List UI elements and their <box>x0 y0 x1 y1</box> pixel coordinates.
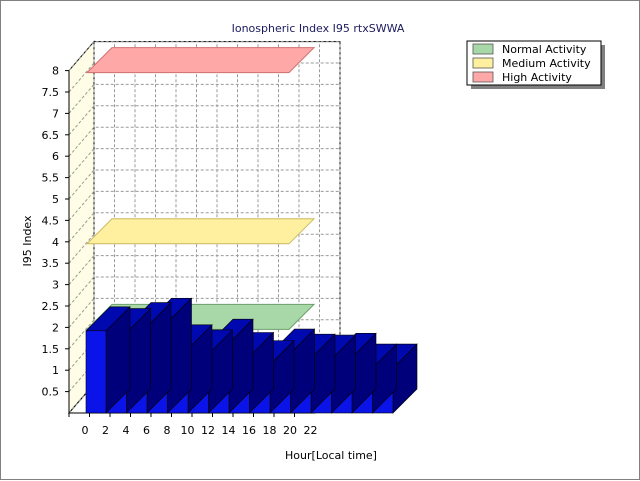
x-tick-label: 18 <box>263 424 277 437</box>
y-tick-label: 2 <box>52 321 59 334</box>
y-tick-label: 3.5 <box>42 257 60 270</box>
bar <box>85 306 131 414</box>
bar-front <box>85 330 107 414</box>
legend-swatch <box>472 57 494 69</box>
x-tick-label: 0 <box>82 424 89 437</box>
y-tick-label: 1 <box>52 364 59 377</box>
y-tick-label: 4.5 <box>42 214 60 227</box>
bars <box>85 297 418 414</box>
band-high <box>85 47 316 74</box>
x-tick-label: 4 <box>123 424 130 437</box>
legend-entry: Medium Activity <box>502 57 591 70</box>
y-tick-label: 5.5 <box>42 172 60 185</box>
y-tick-label: 6.5 <box>42 129 60 142</box>
chart-title: Ionospheric Index I95 rtxSWWA <box>232 22 405 35</box>
x-tick-label: 12 <box>201 424 215 437</box>
x-axis-label: Hour[Local time] <box>285 449 377 462</box>
legend-swatch <box>472 43 494 55</box>
y-tick-label: 1.5 <box>42 343 60 356</box>
y-gridline <box>68 212 340 243</box>
y-tick-label: 4 <box>52 236 59 249</box>
x-tick-label: 14 <box>222 424 236 437</box>
x-tick-label: 10 <box>181 424 195 437</box>
x-tick-label: 8 <box>164 424 171 437</box>
y-tick-label: 7.5 <box>42 86 60 99</box>
legend-swatch <box>472 71 494 83</box>
y-tick-label: 8 <box>52 65 59 78</box>
y-tick-label: 7 <box>52 107 59 120</box>
y-tick-label: 6 <box>52 150 59 163</box>
band-medium <box>85 218 316 245</box>
x-gridline <box>68 41 95 414</box>
legend-entry: High Activity <box>502 71 572 84</box>
x-tick-label: 22 <box>304 424 318 437</box>
x-tick-label: 6 <box>143 424 150 437</box>
y-axis-label: I95 Index <box>21 215 34 267</box>
y-tick-label: 3 <box>52 279 59 292</box>
x-tick-label: 16 <box>242 424 256 437</box>
y-tick-label: 5 <box>52 193 59 206</box>
legend-entry: Normal Activity <box>502 43 587 56</box>
x-tick-labels: 0 2 4 6 8 10 12 14 16 18 20 22 <box>68 413 318 437</box>
y-tick-label: 0.5 <box>42 386 60 399</box>
x-tick-label: 2 <box>102 424 109 437</box>
y-tick-label: 2.5 <box>42 300 60 313</box>
x-tick-label: 20 <box>283 424 297 437</box>
y-gridline <box>68 148 340 178</box>
y-tick-labels: 0.5 1 1.5 2 2.5 3 3.5 4 4.5 5 5.5 6 6.5 7 7.5 8 <box>42 65 69 399</box>
y-gridline <box>68 297 340 328</box>
